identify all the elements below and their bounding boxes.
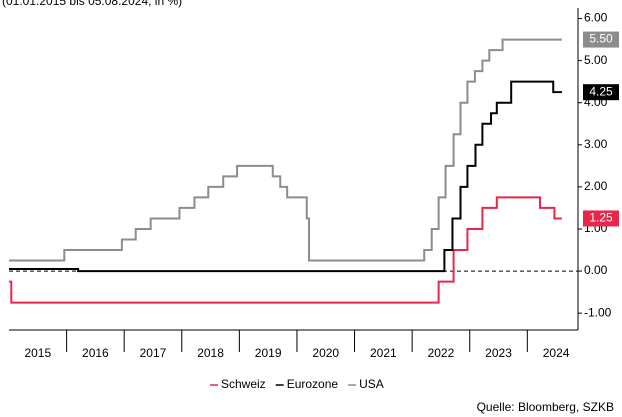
x-tick-label: 2021 — [370, 346, 397, 360]
y-tick-label: 2.00 — [584, 179, 608, 193]
legend-label: Eurozone — [287, 377, 339, 391]
end-label-box — [583, 31, 619, 48]
x-tick-label: 2017 — [140, 346, 167, 360]
x-tick-label: 2024 — [543, 346, 570, 360]
subtitle: (01.01.2015 bis 05.08.2024, in %) — [2, 0, 182, 8]
end-label: 4.25 — [589, 84, 613, 98]
x-tick-label: 2016 — [82, 346, 109, 360]
y-tick-label: 0.00 — [584, 263, 608, 277]
y-tick-label: 5.00 — [584, 53, 608, 67]
series-line — [9, 80, 562, 273]
x-tick-label: 2022 — [428, 346, 455, 360]
legend-label: USA — [359, 377, 384, 391]
x-tick-label: 2023 — [485, 346, 512, 360]
source: Quelle: Bloomberg, SZKB — [477, 400, 614, 414]
x-tick-label: 2019 — [255, 346, 282, 360]
x-tick-label: 2015 — [24, 346, 51, 360]
end-label: 5.50 — [589, 32, 613, 46]
x-tick-label: 2020 — [312, 346, 339, 360]
end-label-box — [583, 210, 619, 227]
y-tick-label: 6.00 — [584, 11, 608, 25]
y-tick-label: 3.00 — [584, 137, 608, 151]
x-tick-label: 2018 — [197, 346, 224, 360]
end-label-box — [583, 84, 619, 101]
end-label: 1.25 — [589, 211, 613, 225]
y-tick-label: -1.00 — [584, 305, 612, 319]
legend-label: Schweiz — [221, 377, 266, 391]
series-line — [9, 38, 562, 262]
series-line — [9, 196, 562, 304]
